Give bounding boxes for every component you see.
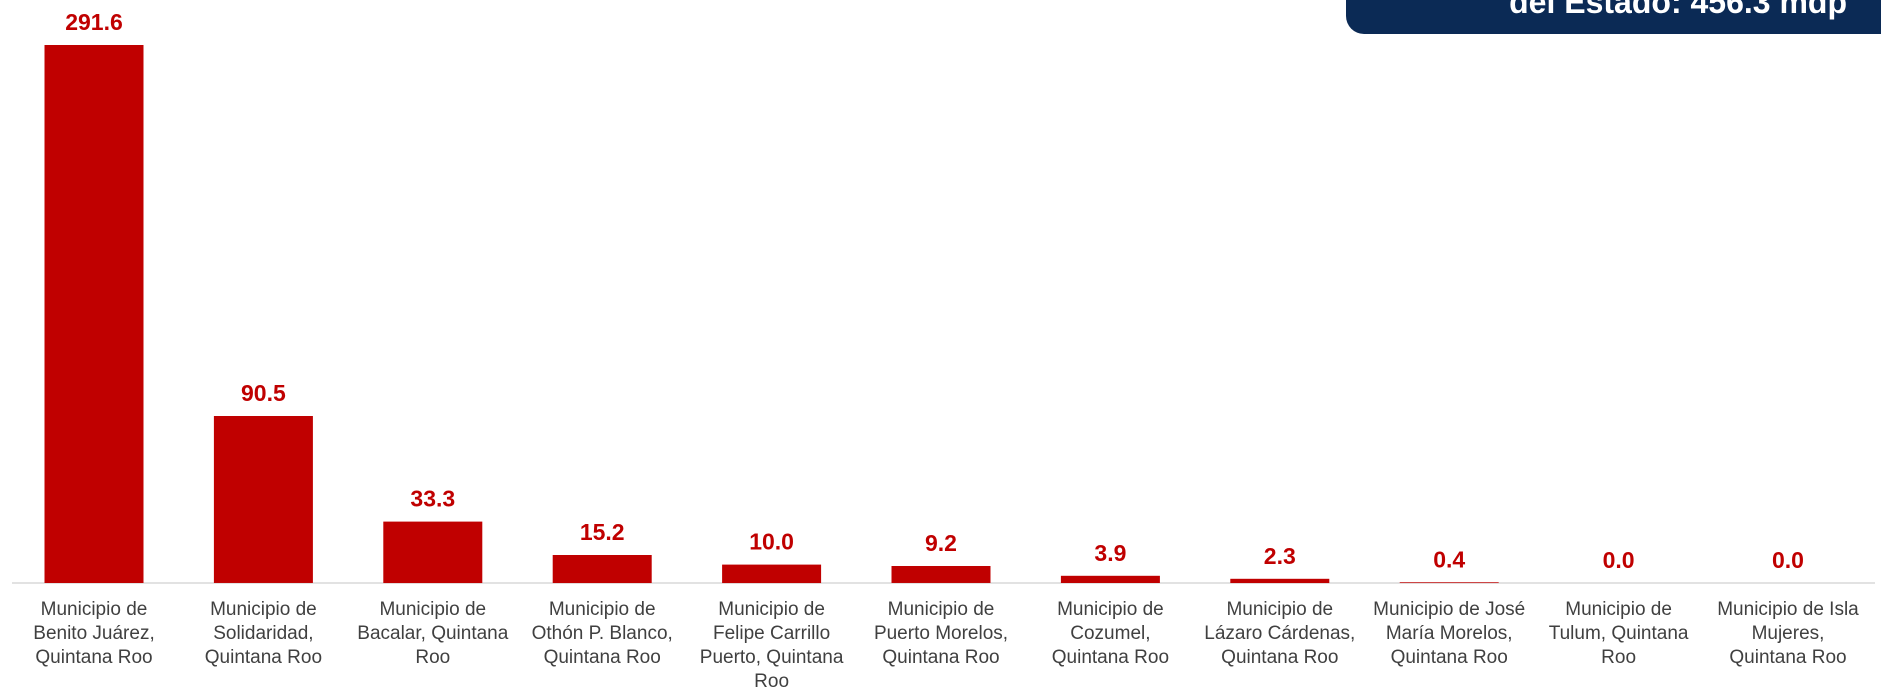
category-label: Municipio de José María Morelos, Quintana … (1373, 599, 1525, 668)
category-label-line: Municipio de (1057, 599, 1164, 620)
category-label-line: Quintana Roo (1391, 647, 1508, 668)
category-label-line: Puerto, Quintana (700, 647, 844, 668)
category-label-line: Quintana Roo (205, 647, 322, 668)
category-label-line: Roo (754, 671, 789, 691)
category-label-line: Puerto Morelos, (874, 623, 1008, 644)
category-label-line: Othón P. Blanco, (532, 623, 673, 644)
category-label-line: Bacalar, Quintana (357, 623, 508, 644)
category-label-line: Roo (1601, 647, 1636, 668)
bar-value-label: 2.3 (1264, 543, 1296, 569)
bar-value-label: 90.5 (241, 380, 286, 406)
category-label-line: Quintana Roo (1221, 647, 1338, 668)
category-label-line: Municipio de (888, 599, 995, 620)
bar-value-label: 10.0 (749, 529, 794, 555)
category-label-line: Benito Juárez, (33, 623, 154, 644)
category-label-line: Lázaro Cárdenas, (1204, 623, 1355, 644)
category-label: Municipio de Felipe Carrillo Puerto, Quint… (700, 599, 844, 691)
value-labels-group: 291.6 90.5 33.3 15.2 10.0 9.2 3.9 2.3 0.4 0.0 0.0 (65, 9, 1804, 573)
bar-value-label: 9.2 (925, 530, 957, 556)
category-label-line: Quintana Roo (1052, 647, 1169, 668)
category-label-line: Municipio de José (1373, 599, 1525, 620)
category-label-line: Municipio de (379, 599, 486, 620)
bar (213, 416, 313, 583)
category-labels-group: Municipio de Benito Juárez, Quintana RooMu… (33, 599, 1859, 691)
category-label-line: Municipio de Isla (1717, 599, 1859, 620)
category-label-line: Solidaridad, (213, 623, 313, 644)
category-label-line: María Morelos, (1386, 623, 1513, 644)
category-label: Municipio de Tulum, Quintana Roo (1549, 599, 1689, 668)
category-label-line: Municipio de (1565, 599, 1672, 620)
category-label-line: Quintana Roo (544, 647, 661, 668)
bar (1230, 578, 1330, 584)
bar (1399, 582, 1499, 584)
banner-title: del Estado: 456.3 mdp (1509, 0, 1847, 20)
category-label: Municipio de Cozumel, Quintana Roo (1052, 599, 1169, 668)
title-banner: del Estado: 456.3 mdp (1346, 0, 1881, 34)
bar-value-label: 15.2 (580, 519, 625, 545)
category-label-line: Roo (415, 647, 450, 668)
category-label-line: Cozumel, (1070, 623, 1150, 644)
category-label: Municipio de Lázaro Cárdenas, Quintana Roo (1204, 599, 1355, 668)
category-label-line: Municipio de (41, 599, 148, 620)
category-label-line: Municipio de (210, 599, 317, 620)
bar-value-label: 291.6 (65, 9, 123, 35)
category-label-line: Felipe Carrillo (713, 623, 830, 644)
category-label-line: Municipio de (1226, 599, 1333, 620)
category-label: Municipio de Othón P. Blanco, Quintana Roo (532, 599, 673, 668)
category-label: Municipio de Solidaridad, Quintana Roo (205, 599, 322, 668)
category-label: Municipio de Isla Mujeres, Quintana Roo (1717, 599, 1859, 668)
category-label-line: Mujeres, (1752, 623, 1825, 644)
bar-value-label: 33.3 (410, 486, 455, 512)
category-label-line: Tulum, Quintana (1549, 623, 1689, 644)
bar (1060, 575, 1160, 583)
bar-value-label: 0.0 (1772, 547, 1804, 573)
category-label: Municipio de Bacalar, Quintana Roo (357, 599, 508, 668)
category-label-line: Quintana Roo (882, 647, 999, 668)
bars-group (44, 45, 1499, 584)
category-label-line: Municipio de (718, 599, 825, 620)
category-label: Municipio de Benito Juárez, Quintana Roo (33, 599, 154, 668)
bar-value-label: 0.0 (1603, 547, 1635, 573)
bar (891, 566, 991, 583)
bar-value-label: 0.4 (1433, 546, 1465, 572)
bar (552, 555, 652, 584)
category-label-line: Quintana Roo (35, 647, 152, 668)
bar (722, 564, 822, 584)
category-label-line: Municipio de (549, 599, 656, 620)
bar (383, 521, 483, 584)
bar (44, 45, 144, 583)
category-label-line: Quintana Roo (1729, 647, 1846, 668)
bar-value-label: 3.9 (1094, 540, 1126, 566)
category-label: Municipio de Puerto Morelos, Quintana Roo (874, 599, 1008, 668)
